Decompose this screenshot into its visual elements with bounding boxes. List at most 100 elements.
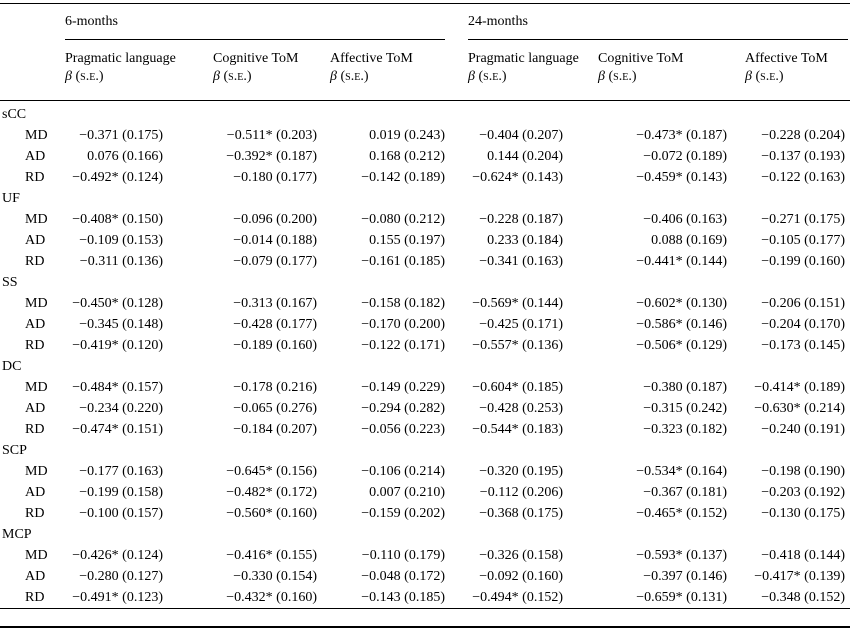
cell: −0.511* (0.203): [226, 128, 317, 143]
cell: −0.441* (0.144): [636, 254, 727, 269]
cell: −0.569* (0.144): [472, 296, 563, 311]
cell: 0.144 (0.204): [487, 149, 563, 164]
row-group-label: DC: [2, 359, 22, 374]
cell: −0.418 (0.144): [761, 548, 845, 563]
row-group-header: sCC: [0, 101, 850, 126]
cell: −0.593* (0.137): [636, 548, 727, 563]
cell: −0.414* (0.189): [754, 380, 845, 395]
cell: −0.604* (0.185): [472, 380, 563, 395]
cell: −0.380 (0.187): [643, 380, 727, 395]
cell: −0.586* (0.146): [636, 317, 727, 332]
row-group-header: MCP: [0, 524, 850, 545]
cell: −0.534* (0.164): [636, 464, 727, 479]
cell: −0.482* (0.172): [226, 485, 317, 500]
cell: −0.130 (0.175): [761, 506, 845, 521]
cell: −0.198 (0.190): [761, 464, 845, 479]
cell: −0.048 (0.172): [361, 569, 445, 584]
beta-se-sublabel: β (s.e.): [598, 68, 738, 86]
table-row: AD −0.345 (0.148) −0.428 (0.177) −0.170 (0.…: [0, 314, 850, 335]
cell: −0.392* (0.187): [226, 149, 317, 164]
cell: −0.206 (0.151): [761, 296, 845, 311]
cell: −0.348 (0.152): [761, 590, 845, 605]
table-row: AD −0.280 (0.127) −0.330 (0.154) −0.048 (0.…: [0, 566, 850, 587]
table-row: RD −0.419* (0.120) −0.189 (0.160) −0.122 (0…: [0, 335, 850, 356]
column-header-affective-tom-24m: Affective ToM β (s.e.): [740, 40, 850, 101]
table-row: MD −0.484* (0.157) −0.178 (0.216) −0.149 (0…: [0, 377, 850, 398]
beta-symbol: β: [65, 69, 72, 84]
cell: −0.367 (0.181): [643, 485, 727, 500]
column-header-cognitive-tom-24m: Cognitive ToM β (s.e.): [593, 40, 740, 101]
column-group-6-months: 6-months: [60, 4, 463, 40]
cell: −0.474* (0.151): [72, 422, 163, 437]
cell: −0.170 (0.200): [361, 317, 445, 332]
column-header-label: Pragmatic language: [65, 51, 176, 66]
cell: 0.076 (0.166): [87, 149, 163, 164]
beta-symbol: β: [745, 69, 752, 84]
table-header: 6-months 24-months Pragmatic language β …: [0, 3, 850, 101]
cell: −0.294 (0.282): [361, 401, 445, 416]
se-label: (s.e.): [478, 69, 507, 84]
cell: −0.105 (0.177): [761, 233, 845, 248]
cell: −0.149 (0.229): [361, 380, 445, 395]
column-header-label: Affective ToM: [330, 51, 413, 66]
column-header-row: Pragmatic language β (s.e.) Cognitive To…: [0, 40, 850, 101]
column-header-label: Pragmatic language: [468, 51, 579, 66]
cell: 0.155 (0.197): [369, 233, 445, 248]
cell: −0.419* (0.120): [72, 338, 163, 353]
se-label: (s.e.): [75, 69, 104, 84]
row-label: MD: [25, 380, 48, 395]
cell: −0.161 (0.185): [361, 254, 445, 269]
table-row: RD −0.491* (0.123) −0.432* (0.160) −0.143 (…: [0, 587, 850, 609]
cell: −0.432* (0.160): [226, 590, 317, 605]
cell: −0.014 (0.188): [233, 233, 317, 248]
cell: −0.404 (0.207): [479, 128, 563, 143]
cell: −0.459* (0.143): [636, 170, 727, 185]
table-row: MD −0.426* (0.124) −0.416* (0.155) −0.110 (…: [0, 545, 850, 566]
beta-symbol: β: [468, 69, 475, 84]
cell: −0.428 (0.253): [479, 401, 563, 416]
cell: −0.320 (0.195): [479, 464, 563, 479]
beta-se-sublabel: β (s.e.): [330, 68, 461, 86]
column-header-pragmatic-language-24m: Pragmatic language β (s.e.): [463, 40, 593, 101]
row-label: MD: [25, 296, 48, 311]
cell: −0.417* (0.139): [754, 569, 845, 584]
cell: −0.080 (0.212): [361, 212, 445, 227]
table-row: RD −0.492* (0.124) −0.180 (0.177) −0.142 (0…: [0, 167, 850, 188]
cell: −0.177 (0.163): [79, 464, 163, 479]
table-row: MD −0.450* (0.128) −0.313 (0.167) −0.158 (0…: [0, 293, 850, 314]
row-label: RD: [25, 506, 45, 521]
cell: −0.234 (0.220): [79, 401, 163, 416]
cell: −0.492* (0.124): [72, 170, 163, 185]
row-group-label: MCP: [2, 527, 32, 542]
cell: −0.473* (0.187): [636, 128, 727, 143]
row-label: AD: [25, 149, 46, 164]
cell: −0.326 (0.158): [479, 548, 563, 563]
cell: −0.122 (0.171): [361, 338, 445, 353]
row-label: AD: [25, 317, 46, 332]
cell: −0.330 (0.154): [233, 569, 317, 584]
cell: 0.088 (0.169): [651, 233, 727, 248]
cell: −0.142 (0.189): [361, 170, 445, 185]
row-label: RD: [25, 170, 45, 185]
table-row: MD −0.408* (0.150) −0.096 (0.200) −0.080 (0…: [0, 209, 850, 230]
row-group-label: sCC: [2, 107, 27, 122]
cell: −0.630* (0.214): [754, 401, 845, 416]
cell: −0.056 (0.223): [361, 422, 445, 437]
cell: −0.484* (0.157): [72, 380, 163, 395]
cell: −0.506* (0.129): [636, 338, 727, 353]
cell: −0.408* (0.150): [72, 212, 163, 227]
cell: −0.313 (0.167): [233, 296, 317, 311]
beta-symbol: β: [213, 69, 220, 84]
se-label: (s.e.): [755, 69, 784, 84]
cell: −0.560* (0.160): [226, 506, 317, 521]
cell: −0.240 (0.191): [761, 422, 845, 437]
cell: −0.397 (0.146): [643, 569, 727, 584]
cell: −0.323 (0.182): [643, 422, 727, 437]
cell: −0.624* (0.143): [472, 170, 563, 185]
cell: −0.645* (0.156): [226, 464, 317, 479]
cell: −0.494* (0.152): [472, 590, 563, 605]
cell: −0.109 (0.153): [79, 233, 163, 248]
se-label: (s.e.): [223, 69, 252, 84]
beta-se-sublabel: β (s.e.): [213, 68, 323, 86]
cell: −0.065 (0.276): [233, 401, 317, 416]
